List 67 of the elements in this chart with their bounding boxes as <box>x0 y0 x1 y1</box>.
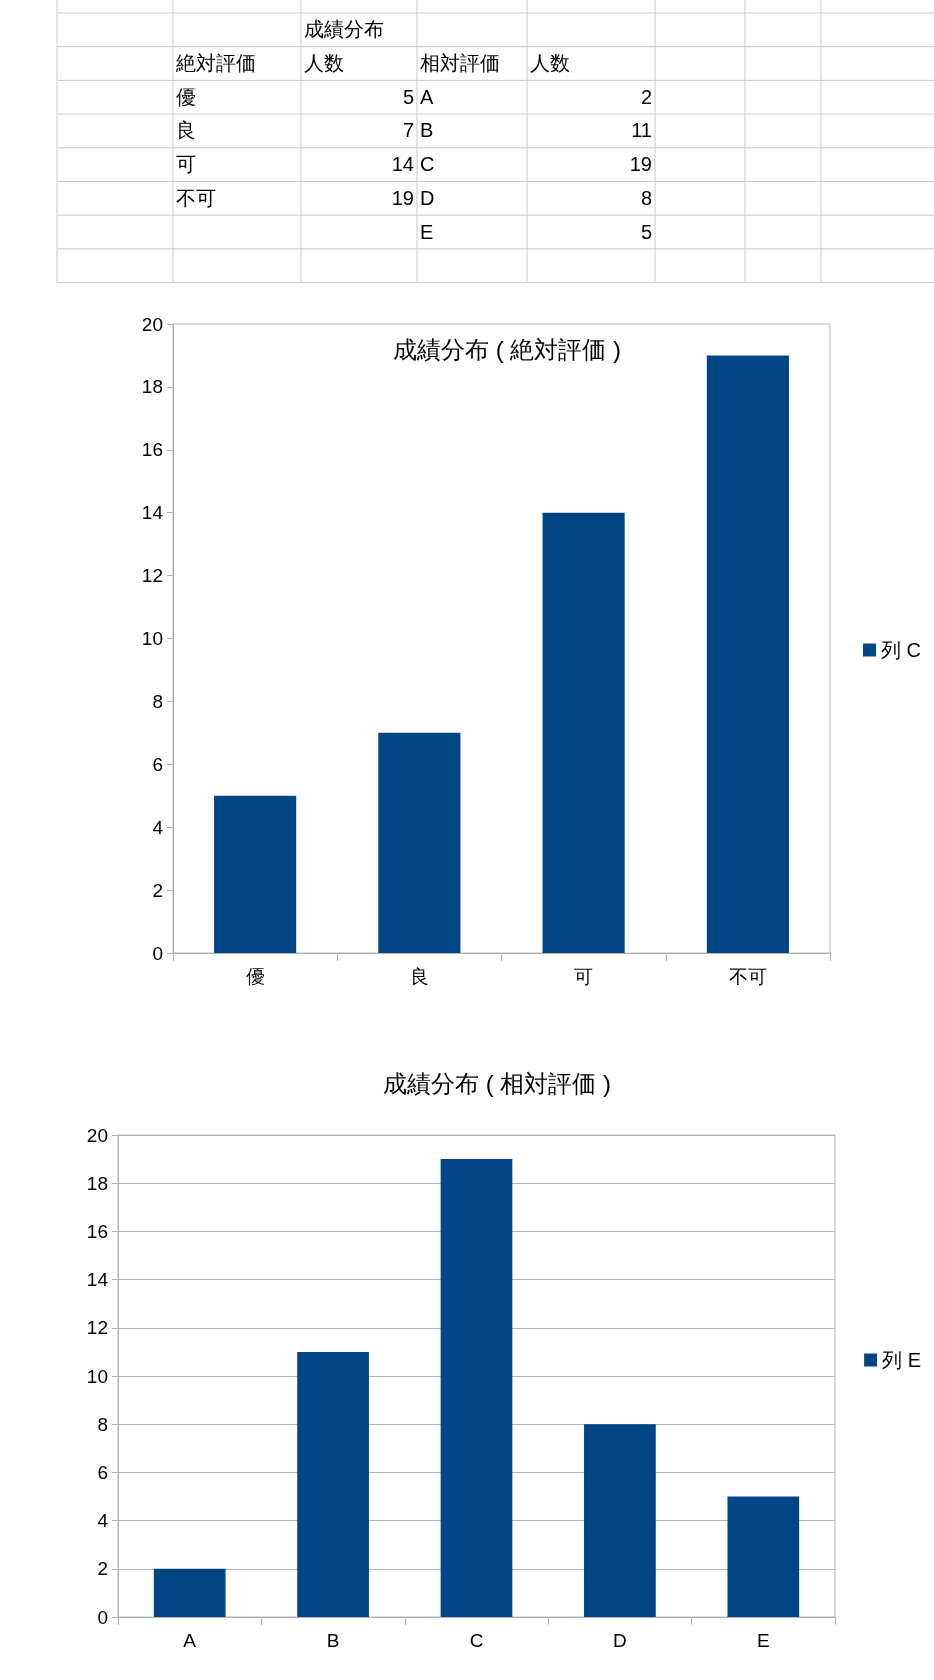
category-label: 不可 <box>175 185 216 211</box>
y-tick-label: 10 <box>86 1365 108 1387</box>
y-tick-label: 6 <box>97 1461 108 1483</box>
text: 相対評価 <box>419 51 500 77</box>
x-tick-label: 可 <box>574 966 594 987</box>
x-tick-label: B <box>326 1630 340 1651</box>
bar <box>440 1159 513 1617</box>
data-label: 7 <box>402 119 415 143</box>
y-tick-label: 8 <box>97 1413 108 1435</box>
category-label: C <box>419 153 435 177</box>
y-tick-label: 2 <box>152 879 163 901</box>
x-tick-label: A <box>183 1630 197 1651</box>
y-tick-label: 12 <box>141 565 163 587</box>
data-label: 8 <box>640 186 653 210</box>
text: 成績分布 ( 絶対評価 ) <box>393 335 621 363</box>
y-tick-label: 4 <box>97 1510 109 1532</box>
x-tick-label: 良 <box>409 966 429 987</box>
x-tick-label: E <box>756 1630 770 1651</box>
y-tick-label: 14 <box>86 1269 109 1291</box>
legend-label: 列 E <box>882 1349 922 1371</box>
data-label: 5 <box>640 220 653 244</box>
data-label: 14 <box>391 153 415 177</box>
y-tick-label: 0 <box>152 942 163 964</box>
category-label: D <box>419 186 435 210</box>
text: 成績分布 <box>303 17 384 43</box>
y-tick-label: 6 <box>152 753 163 775</box>
bar <box>214 795 297 953</box>
bar <box>706 355 789 953</box>
bar <box>542 512 625 953</box>
x-tick-label: C <box>469 1630 484 1651</box>
data-label: 19 <box>629 153 653 177</box>
bar <box>153 1568 226 1617</box>
y-tick-label: 2 <box>97 1558 108 1580</box>
category-label: 優 <box>175 84 196 110</box>
y-tick-label: 14 <box>141 502 164 524</box>
data-label: 19 <box>391 186 415 210</box>
y-tick-label: 10 <box>141 628 163 649</box>
bar <box>297 1351 369 1617</box>
y-tick-label: 20 <box>141 313 163 335</box>
y-tick-label: 16 <box>86 1220 108 1242</box>
bar <box>378 732 461 953</box>
y-tick-label: 4 <box>152 816 164 838</box>
data-label: 2 <box>640 85 653 109</box>
data-label: 11 <box>631 119 653 143</box>
y-tick-label: 12 <box>86 1317 108 1339</box>
x-tick-label: 優 <box>245 966 265 987</box>
bar <box>584 1424 656 1617</box>
data-label: 5 <box>402 85 415 109</box>
legend-label: 列 C <box>881 639 921 661</box>
category-label: 可 <box>175 152 196 178</box>
y-tick-label: 18 <box>86 1172 108 1194</box>
y-tick-label: 18 <box>141 376 163 398</box>
category-label: 良 <box>175 118 196 144</box>
category-label: A <box>419 85 434 109</box>
y-tick-label: 8 <box>152 690 163 712</box>
x-tick-label: D <box>613 1630 627 1651</box>
category-label: B <box>419 119 434 143</box>
category-label: E <box>419 220 434 244</box>
y-tick-label: 0 <box>97 1606 108 1628</box>
y-tick-label: 20 <box>86 1124 108 1146</box>
text: 絶対評価 <box>175 51 256 77</box>
text: 人数 <box>529 51 570 77</box>
y-tick-label: 16 <box>141 439 163 461</box>
bar <box>727 1496 800 1617</box>
chart-title: 成績分布 ( 相対評価 ) <box>383 1069 611 1097</box>
text: 人数 <box>303 51 344 77</box>
x-tick-label: 不可 <box>728 966 767 987</box>
